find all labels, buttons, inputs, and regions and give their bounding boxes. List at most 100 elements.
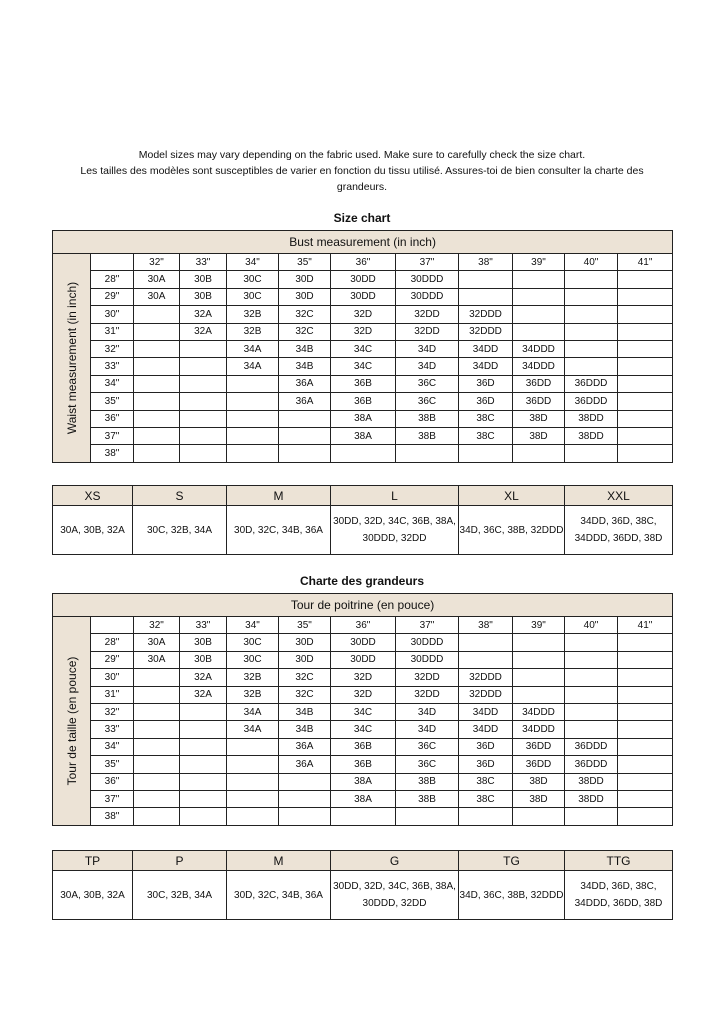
size-cell [278, 409, 331, 428]
table-row: 31" 32A 32B 32C 32D 32DD 32DDD [53, 322, 674, 341]
size-cell: 34C [330, 339, 396, 359]
header-row: Tour de poitrine (en pouce) [51, 593, 674, 617]
size-cell [179, 392, 227, 411]
size-cell [278, 789, 331, 809]
size-cell: 30C [226, 270, 279, 289]
table-row: 37" 38A 38B 38C 38D 38DD [53, 789, 674, 809]
size-cell: 38C [458, 789, 513, 809]
size-cell [226, 772, 279, 791]
bust-column-header: 40" [564, 252, 618, 272]
size-cell: 34DDD [512, 702, 565, 722]
size-cell: 34DD [458, 339, 513, 359]
size-label: S [132, 485, 227, 506]
size-cell: 32A [179, 305, 227, 324]
size-cell [133, 305, 180, 324]
size-cell: 38DD [564, 409, 618, 428]
size-cell: 38A [330, 772, 396, 791]
corner-cell [90, 252, 134, 272]
bust-waist-grid: Bust measurement (in inch) Waist measurem… [51, 230, 674, 463]
size-cell [616, 755, 674, 774]
size-cell [226, 426, 279, 446]
size-label: L [330, 485, 459, 506]
section-title: Size chart [333, 211, 391, 225]
waist-row-header: 29" [90, 650, 134, 670]
size-cell: 38B [395, 426, 459, 446]
intro-line-fr: Les tailles des modèles sont susceptible… [80, 165, 644, 193]
size-cell [278, 426, 331, 446]
size-cell: 36B [330, 737, 396, 757]
size-cell [458, 444, 513, 463]
size-cell [564, 270, 618, 289]
size-cell [179, 755, 227, 774]
size-cell: 32D [330, 668, 396, 687]
size-label: M [226, 850, 331, 871]
size-cell [616, 633, 674, 652]
waist-row-header: 35" [90, 392, 134, 411]
size-cell: 34DDD [512, 720, 565, 739]
size-cell: 30C [226, 287, 279, 307]
bust-column-row: Waist measurement (in inch) 32" 33" 34" 35" 3… [52, 252, 674, 463]
size-cell [395, 444, 459, 463]
size-label: XXL [564, 485, 673, 506]
size-cell [512, 668, 565, 687]
size-cell: 36A [278, 755, 331, 774]
bust-column-header: 40" [564, 615, 618, 635]
size-cell: 32DDD [458, 305, 513, 324]
size-cell: 38A [330, 426, 396, 446]
size-cell: 36B [330, 755, 396, 774]
size-cell [179, 339, 227, 359]
size-cell [616, 685, 674, 704]
size-cell [512, 287, 565, 307]
size-cell [616, 720, 674, 739]
bust-column-header: 36" [330, 615, 396, 635]
waist-row-header: 34" [90, 737, 134, 757]
table-row: 33" 34A 34B 34C 34D 34DD 34DDD [53, 357, 674, 376]
size-values: 30D, 32C, 34B, 36A [226, 870, 331, 920]
size-cell: 32D [330, 305, 396, 324]
size-values: 30C, 32B, 34A [132, 505, 227, 555]
size-cell [395, 807, 459, 826]
size-cell [133, 322, 180, 341]
size-cell: 34B [278, 339, 331, 359]
size-cell: 38D [512, 426, 565, 446]
size-cell [616, 772, 674, 791]
table-row: 31" 32A 32B 32C 32D 32DD 32DDD [53, 685, 674, 704]
size-header-row: XS S M L XL XXL [52, 485, 673, 506]
size-mapping-table: XS S M L XL XXL 30A, 30B, 32A 30C, 32B, 34A 30D,… [52, 485, 673, 555]
size-label: TTG [564, 850, 673, 871]
size-cell [512, 807, 565, 826]
size-cell [226, 807, 279, 826]
size-cell: 32C [278, 322, 331, 341]
waist-row-header: 38" [90, 807, 134, 826]
size-values: 34DD, 36D, 38C, 34DDD, 36DD, 38D [564, 505, 673, 555]
size-cell [616, 287, 674, 307]
size-cell: 38DD [564, 789, 618, 809]
table-row: 30" 32A 32B 32C 32D 32DD 32DDD [53, 305, 674, 324]
size-cell: 32DDD [458, 668, 513, 687]
size-cell [458, 270, 513, 289]
size-cell [616, 392, 674, 411]
size-cell: 34C [330, 357, 396, 376]
bust-column-header: 37" [395, 252, 459, 272]
size-cell: 38A [330, 789, 396, 809]
size-cell: 36DDD [564, 755, 618, 774]
table-row: 32" 34A 34B 34C 34D 34DD 34DDD [53, 339, 674, 359]
size-cell [179, 720, 227, 739]
size-cell: 32A [179, 668, 227, 687]
size-cell: 38D [512, 409, 565, 428]
size-values: 34DD, 36D, 38C, 34DDD, 36DD, 38D [564, 870, 673, 920]
size-cell [564, 807, 618, 826]
size-cell [133, 357, 180, 376]
bust-column-header: 38" [458, 615, 513, 635]
size-cell [616, 789, 674, 809]
size-header-row: TP P M G TG TTG [52, 850, 673, 871]
size-cell [458, 633, 513, 652]
size-cell [226, 789, 279, 809]
waist-label: Waist measurement (in inch) [64, 281, 79, 434]
size-cell: 38A [330, 409, 396, 428]
size-cell [179, 374, 227, 394]
waist-label: Tour de taille (en pouce) [64, 656, 79, 786]
bust-waist-grid: Tour de poitrine (en pouce) Tour de taill… [51, 593, 674, 826]
table-row: 37" 38A 38B 38C 38D 38DD [53, 426, 674, 446]
size-cell [512, 650, 565, 670]
